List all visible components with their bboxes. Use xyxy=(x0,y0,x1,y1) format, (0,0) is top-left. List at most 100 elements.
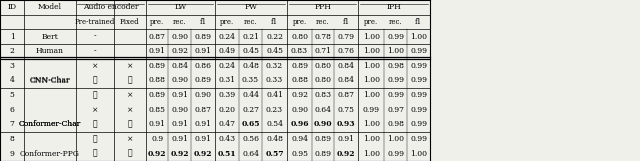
Text: 0.89: 0.89 xyxy=(291,62,308,70)
Text: 0.92: 0.92 xyxy=(291,91,308,99)
Text: 0.92: 0.92 xyxy=(170,150,189,158)
Text: pre.: pre. xyxy=(220,18,234,26)
Text: 0.99: 0.99 xyxy=(410,120,427,128)
Text: f1: f1 xyxy=(342,18,350,26)
Text: 1.00: 1.00 xyxy=(363,62,380,70)
Text: ID: ID xyxy=(8,3,17,11)
Text: pre.: pre. xyxy=(292,18,307,26)
Text: 0.65: 0.65 xyxy=(241,120,260,128)
Text: 0.91: 0.91 xyxy=(148,47,166,55)
Text: 0.99: 0.99 xyxy=(410,91,427,99)
Text: f1: f1 xyxy=(199,18,207,26)
Text: -: - xyxy=(93,33,96,41)
Text: 0.43: 0.43 xyxy=(219,135,236,143)
Text: 0.21: 0.21 xyxy=(242,33,259,41)
Text: 0.24: 0.24 xyxy=(219,62,236,70)
Text: ✓: ✓ xyxy=(127,76,132,85)
Text: 2: 2 xyxy=(10,47,15,55)
Text: rec.: rec. xyxy=(388,18,403,26)
Text: 0.91: 0.91 xyxy=(195,135,211,143)
Text: Human: Human xyxy=(36,47,64,55)
Text: CNN-Char: CNN-Char xyxy=(29,76,70,85)
Text: 0.78: 0.78 xyxy=(314,33,332,41)
Text: 0.87: 0.87 xyxy=(338,91,355,99)
Text: 0.54: 0.54 xyxy=(266,120,283,128)
Text: 0.93: 0.93 xyxy=(337,120,356,128)
Text: 0.35: 0.35 xyxy=(242,76,259,85)
Text: 0.47: 0.47 xyxy=(219,120,236,128)
Text: 0.92: 0.92 xyxy=(194,150,212,158)
Text: 0.91: 0.91 xyxy=(171,135,188,143)
Text: 1.00: 1.00 xyxy=(410,33,427,41)
Text: 0.99: 0.99 xyxy=(387,33,404,41)
Text: 0.23: 0.23 xyxy=(266,106,283,114)
Text: 0.90: 0.90 xyxy=(291,106,308,114)
Text: 0.89: 0.89 xyxy=(148,62,166,70)
Text: ×: × xyxy=(92,106,98,114)
Text: PW: PW xyxy=(244,3,258,11)
Text: 0.84: 0.84 xyxy=(338,76,355,85)
Text: ✓: ✓ xyxy=(92,120,97,128)
Text: Fixed: Fixed xyxy=(120,18,140,26)
Text: 0.64: 0.64 xyxy=(242,150,259,158)
Text: 7: 7 xyxy=(10,120,15,128)
Text: 0.83: 0.83 xyxy=(314,91,332,99)
Text: rec.: rec. xyxy=(316,18,330,26)
Text: 0.99: 0.99 xyxy=(387,91,404,99)
Text: 3: 3 xyxy=(10,62,15,70)
Text: 0.51: 0.51 xyxy=(218,150,237,158)
Text: ✓: ✓ xyxy=(92,76,97,85)
Text: 0.99: 0.99 xyxy=(410,47,427,55)
Text: 9: 9 xyxy=(10,150,15,158)
Text: 0.57: 0.57 xyxy=(265,150,284,158)
Text: 0.95: 0.95 xyxy=(291,150,308,158)
Text: 0.80: 0.80 xyxy=(314,62,332,70)
Text: rec.: rec. xyxy=(244,18,257,26)
Text: 0.97: 0.97 xyxy=(387,106,404,114)
Text: 1.00: 1.00 xyxy=(410,150,427,158)
Text: 0.24: 0.24 xyxy=(219,33,236,41)
Text: 0.99: 0.99 xyxy=(410,62,427,70)
Text: LW: LW xyxy=(174,3,187,11)
Text: ✓: ✓ xyxy=(92,91,97,99)
Text: 8: 8 xyxy=(10,135,15,143)
Text: 0.99: 0.99 xyxy=(410,106,427,114)
Text: 0.88: 0.88 xyxy=(148,76,166,85)
Text: 0.39: 0.39 xyxy=(219,91,236,99)
Text: ✓: ✓ xyxy=(127,150,132,158)
Text: 0.90: 0.90 xyxy=(171,106,188,114)
Text: 0.49: 0.49 xyxy=(219,47,236,55)
Text: rec.: rec. xyxy=(173,18,186,26)
Text: 0.44: 0.44 xyxy=(242,91,259,99)
Text: 0.91: 0.91 xyxy=(195,120,211,128)
Text: 0.48: 0.48 xyxy=(266,135,283,143)
Text: 0.84: 0.84 xyxy=(171,62,188,70)
Text: 0.92: 0.92 xyxy=(171,47,188,55)
Text: Pre-trained: Pre-trained xyxy=(75,18,115,26)
Text: Conformer-Char: Conformer-Char xyxy=(19,120,81,128)
Text: 0.92: 0.92 xyxy=(148,150,166,158)
Text: 0.9: 0.9 xyxy=(151,135,163,143)
Text: 0.90: 0.90 xyxy=(171,33,188,41)
Text: 0.91: 0.91 xyxy=(171,120,188,128)
Text: 0.89: 0.89 xyxy=(195,76,211,85)
Text: 0.56: 0.56 xyxy=(242,135,259,143)
Text: Conformer-PPG: Conformer-PPG xyxy=(20,150,80,158)
Text: ×: × xyxy=(127,135,133,143)
Text: ×: × xyxy=(127,106,133,114)
Text: ×: × xyxy=(92,62,98,70)
Text: 0.84: 0.84 xyxy=(338,62,355,70)
Text: 0.45: 0.45 xyxy=(266,47,283,55)
Text: 0.45: 0.45 xyxy=(242,47,259,55)
Text: 0.33: 0.33 xyxy=(266,76,283,85)
Text: 0.75: 0.75 xyxy=(338,106,355,114)
Text: -: - xyxy=(93,47,96,55)
Text: 0.27: 0.27 xyxy=(242,106,259,114)
Text: 0.99: 0.99 xyxy=(387,76,404,85)
Text: 0.99: 0.99 xyxy=(410,135,427,143)
Text: Conformer-Char: Conformer-Char xyxy=(19,120,81,128)
Text: 0.76: 0.76 xyxy=(338,47,355,55)
Text: 0.91: 0.91 xyxy=(148,120,166,128)
Text: 0.89: 0.89 xyxy=(195,33,211,41)
Text: 0.20: 0.20 xyxy=(219,106,236,114)
